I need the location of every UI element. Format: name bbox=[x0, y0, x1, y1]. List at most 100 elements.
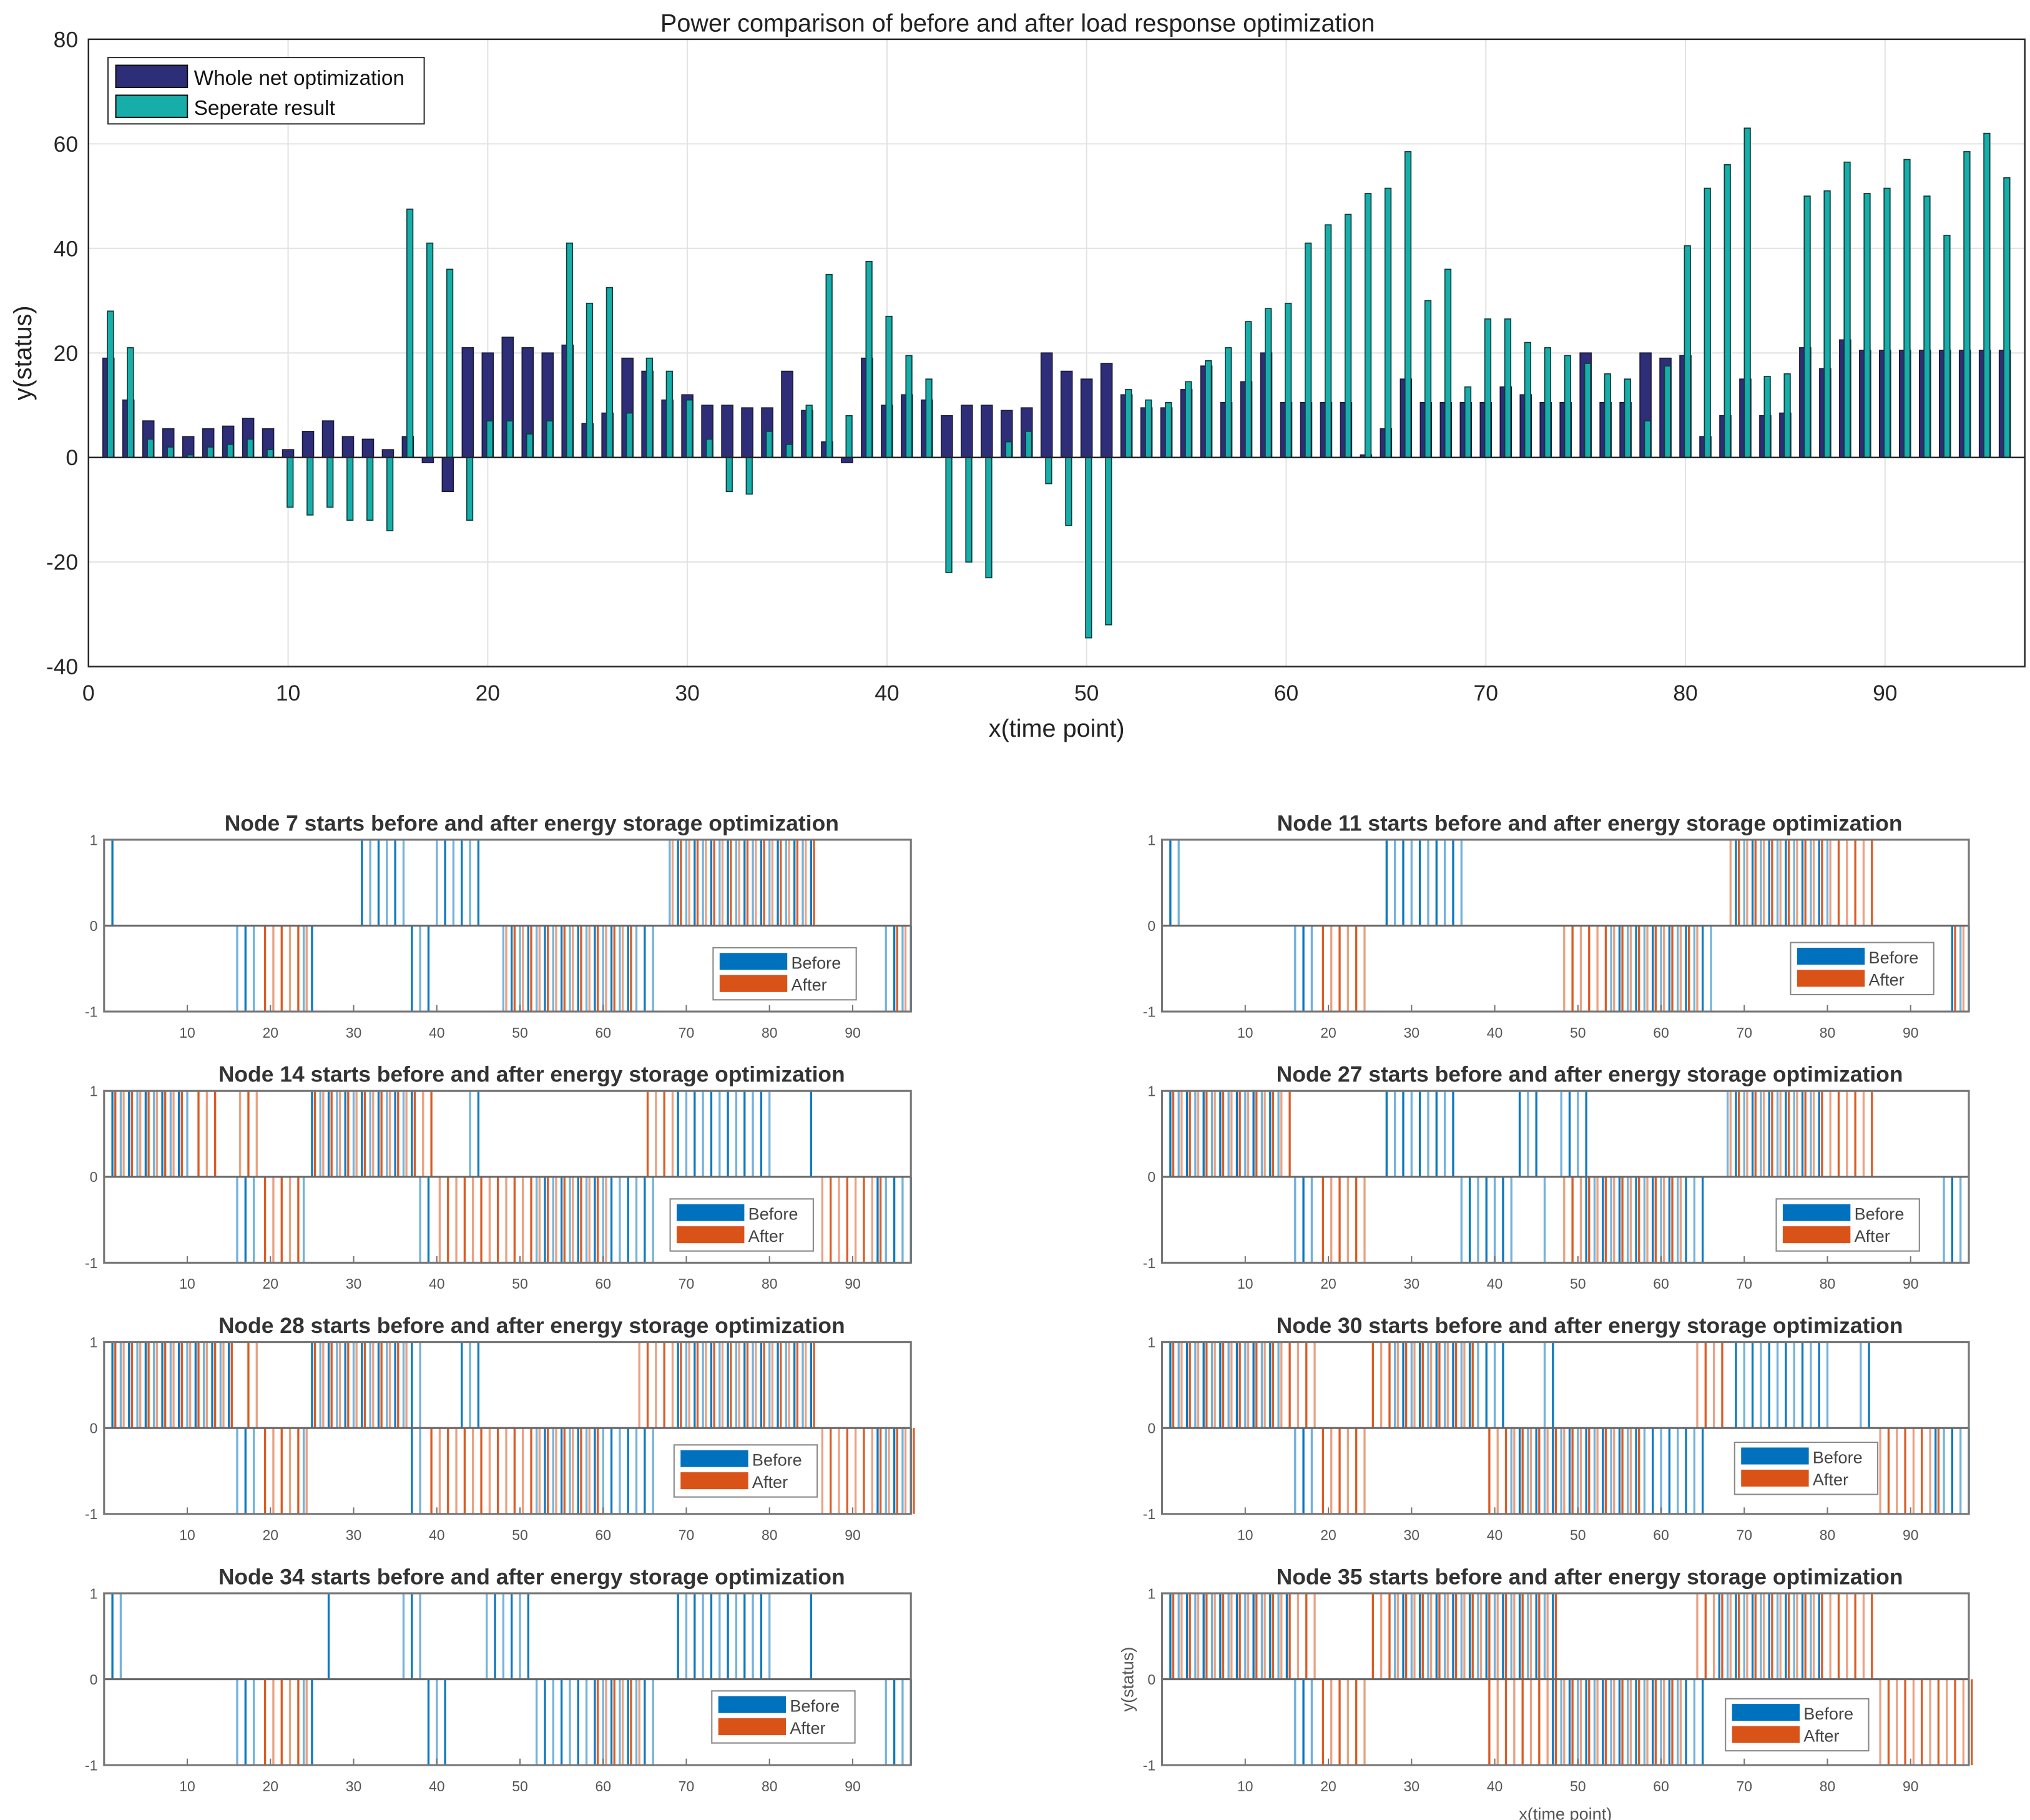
y-tick-label: -1 bbox=[85, 1255, 97, 1271]
x-tick-label: 50 bbox=[512, 1778, 528, 1794]
legend-label-after: After bbox=[1813, 1470, 1848, 1489]
bar-separate bbox=[1604, 373, 1611, 458]
node-panels: Node 7 starts before and after energy st… bbox=[85, 810, 1973, 1820]
bar-separate bbox=[1265, 308, 1272, 458]
bar-separate bbox=[346, 456, 354, 521]
legend-swatch-before bbox=[1732, 1704, 1800, 1721]
x-tick-label: 60 bbox=[595, 1276, 611, 1292]
y-tick-label: -1 bbox=[1143, 1255, 1155, 1271]
bar-whole-net bbox=[721, 405, 733, 458]
x-tick-label: 40 bbox=[429, 1025, 445, 1041]
bar-whole-net bbox=[1080, 378, 1093, 458]
legend-swatch-before bbox=[719, 953, 788, 970]
bar-separate bbox=[1245, 321, 1252, 458]
panel-frame bbox=[103, 1090, 912, 1264]
bar-separate bbox=[147, 438, 154, 458]
x-tick-label: 20 bbox=[263, 1025, 279, 1041]
bar-separate bbox=[446, 268, 454, 458]
bar-separate bbox=[2003, 177, 2011, 458]
bar-separate bbox=[267, 449, 274, 458]
bar-whole-net bbox=[841, 456, 853, 463]
legend-label-before: Before bbox=[752, 1450, 802, 1470]
legend-swatch-after bbox=[1782, 1226, 1851, 1244]
y-tick-label: -1 bbox=[1143, 1003, 1155, 1020]
y-tick-label: 1 bbox=[1147, 1585, 1155, 1601]
panel-title: Node 27 starts before and after energy s… bbox=[1277, 1062, 1903, 1087]
bar-separate bbox=[1843, 161, 1851, 458]
bar-whole-net bbox=[282, 449, 295, 458]
legend-label-before: Before bbox=[1813, 1447, 1863, 1467]
chart-title: Power comparison of before and after loa… bbox=[660, 9, 1375, 37]
bar-separate bbox=[905, 355, 913, 458]
legend-label-after: After bbox=[790, 1718, 825, 1738]
bar-separate bbox=[1743, 127, 1751, 458]
legend-label-before: Before bbox=[791, 953, 841, 972]
bar-whole-net bbox=[461, 347, 474, 458]
x-tick-label: 60 bbox=[1653, 1025, 1669, 1041]
bar-separate bbox=[1544, 347, 1552, 458]
x-tick-label: 70 bbox=[1474, 681, 1498, 706]
bar-separate bbox=[745, 456, 753, 495]
x-axis-label: x(time point) bbox=[1519, 1804, 1612, 1820]
y-tick-label: 0 bbox=[66, 445, 78, 470]
bar-separate bbox=[1923, 195, 1931, 458]
x-tick-label: 50 bbox=[512, 1025, 528, 1041]
y-tick-label: 1 bbox=[90, 832, 98, 848]
legend-label-before: Before bbox=[1869, 948, 1919, 967]
bar-whole-net bbox=[381, 449, 395, 458]
x-tick-label: 30 bbox=[1404, 1778, 1420, 1794]
bar-separate bbox=[1165, 401, 1172, 458]
bar-whole-net bbox=[302, 431, 315, 458]
x-tick-label: 90 bbox=[1903, 1025, 1918, 1041]
panel-frame bbox=[1160, 1592, 1970, 1766]
bar-separate bbox=[526, 433, 534, 458]
node-panel: Node 30 starts before and after energy s… bbox=[1143, 1313, 1970, 1543]
x-tick-label: 80 bbox=[762, 1025, 778, 1041]
legend-swatch-after bbox=[719, 975, 788, 992]
bar-separate bbox=[287, 456, 294, 508]
bar-separate bbox=[1564, 355, 1571, 458]
legend-swatch-separate bbox=[115, 94, 189, 119]
power-comparison-chart: Power comparison of before and after loa… bbox=[9, 9, 2026, 742]
x-tick-label: 90 bbox=[845, 1276, 861, 1292]
bar-whole-net bbox=[1060, 370, 1073, 458]
x-tick-label: 70 bbox=[679, 1527, 695, 1543]
bar-separate bbox=[805, 405, 813, 458]
panel-frame bbox=[1160, 1341, 1970, 1515]
legend-swatch-before bbox=[1797, 947, 1865, 965]
bar-separate bbox=[1484, 318, 1492, 458]
bar-separate bbox=[1285, 302, 1292, 458]
x-tick-label: 90 bbox=[845, 1527, 861, 1543]
y-tick-label: 0 bbox=[90, 1420, 98, 1437]
legend-label-after: After bbox=[752, 1472, 788, 1492]
bar-separate bbox=[1305, 242, 1312, 458]
legend-label-before: Before bbox=[1855, 1204, 1905, 1224]
bar-separate bbox=[466, 456, 474, 521]
bar-separate bbox=[486, 420, 494, 458]
y-tick-label: -1 bbox=[85, 1003, 97, 1020]
bar-separate bbox=[1324, 224, 1332, 458]
x-tick-label: 20 bbox=[1320, 1778, 1336, 1794]
bar-separate bbox=[1045, 456, 1052, 485]
x-tick-label: 30 bbox=[346, 1527, 362, 1543]
y-tick-label: 1 bbox=[1147, 1083, 1155, 1099]
bar-separate bbox=[1404, 151, 1412, 458]
bar-separate bbox=[1983, 132, 1991, 458]
x-tick-label: 50 bbox=[1074, 681, 1099, 706]
x-tick-label: 50 bbox=[512, 1527, 528, 1543]
legend-swatch-after bbox=[1797, 970, 1865, 987]
x-tick-label: 10 bbox=[179, 1527, 195, 1543]
bar-separate bbox=[566, 242, 574, 458]
x-tick-label: 80 bbox=[1820, 1276, 1835, 1292]
legend-label-after: After bbox=[1803, 1726, 1839, 1746]
legend-swatch-whole-net bbox=[115, 64, 189, 89]
y-tick-label: -1 bbox=[85, 1506, 97, 1522]
bar-separate bbox=[1005, 441, 1013, 458]
bar-separate bbox=[1644, 420, 1651, 458]
bar-separate bbox=[1504, 318, 1512, 458]
bar-separate bbox=[1225, 347, 1232, 458]
bar-separate bbox=[1065, 456, 1072, 526]
